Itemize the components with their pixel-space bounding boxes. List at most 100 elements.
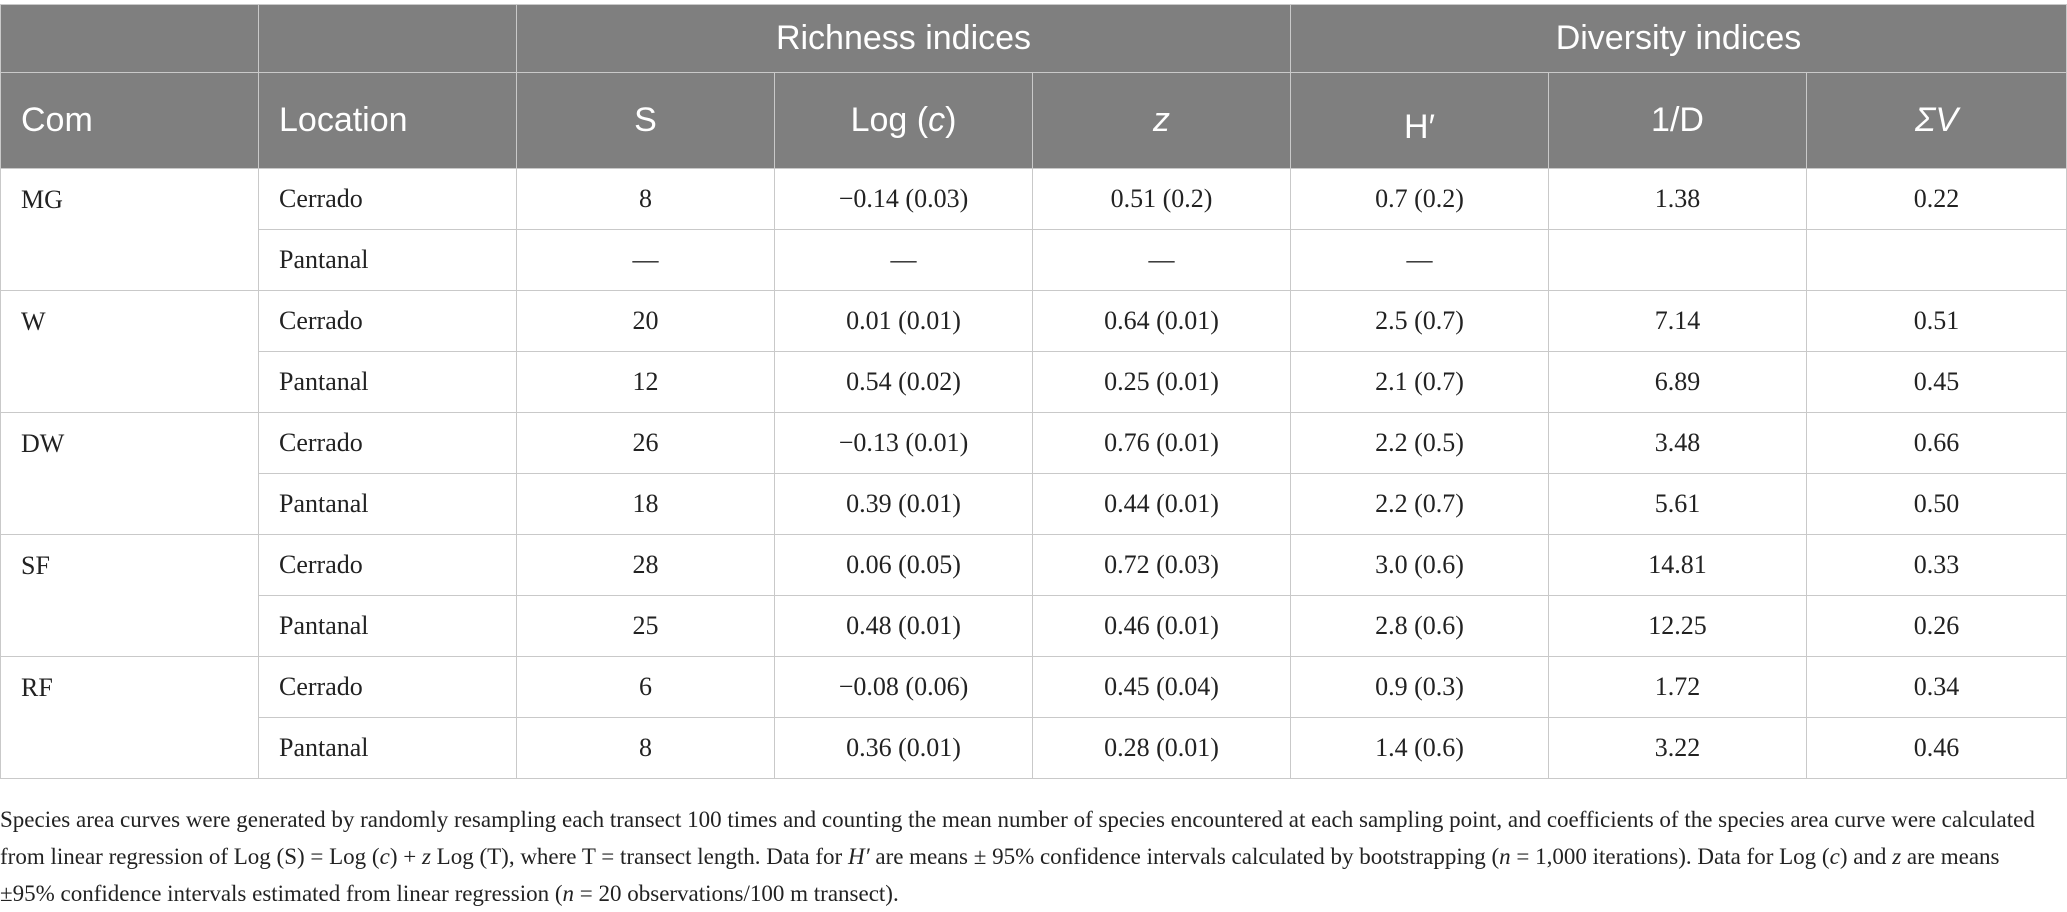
cell-inverse-d: 7.14 [1548,290,1807,352]
cell-z: — [1032,229,1291,291]
group-header-row: Richness indices Diversity indices [0,4,2067,73]
cell-location: Cerrado [258,534,517,596]
cell-h-prime: — [1290,229,1549,291]
cell-z: 0.72 (0.03) [1032,534,1291,596]
cell-log-c: 0.54 (0.02) [774,351,1033,413]
footnote-run: n [1499,844,1511,869]
cell-location: Cerrado [258,656,517,718]
cell-com: MG [0,168,259,291]
column-header-h-prime: H′ [1290,72,1549,169]
column-header-sigma-v-text: ΣV [1914,101,1959,139]
table-container: Richness indices Diversity indices Com L… [0,4,2067,779]
cell-log-c: 0.48 (0.01) [774,595,1033,657]
cell-s: 20 [516,290,775,352]
cell-z: 0.46 (0.01) [1032,595,1291,657]
cell-location: Cerrado [258,290,517,352]
column-header-inverse-d: 1/D [1548,72,1807,169]
table-row: MG Cerrado 8 −0.14 (0.03) 0.51 (0.2) 0.7… [0,168,2067,291]
footnote-run: c [1829,844,1840,869]
cell-inverse-d: 3.48 [1548,412,1807,474]
cell-inverse-d: 6.89 [1548,351,1807,413]
footnote-run: z [421,844,431,869]
footnote-run: ) + [389,844,422,869]
cell-inverse-d: 5.61 [1548,473,1807,535]
cell-s: — [516,229,775,291]
cell-log-c: 0.39 (0.01) [774,473,1033,535]
footnote-run: are means ± 95% confidence intervals cal… [869,844,1500,869]
cell-sigma-v: 0.45 [1805,351,2067,413]
cell-inverse-d: 14.81 [1548,534,1807,596]
column-header-location: Location [258,72,517,169]
cell-s: 28 [516,534,775,596]
cell-inverse-d: 1.72 [1548,656,1807,718]
table-row: Pantanal 12 0.54 (0.02) 0.25 (0.01) 2.1 … [1,351,2067,413]
cell-s: 12 [516,351,775,413]
cell-h-prime: 0.7 (0.2) [1290,168,1549,230]
cell-h-prime: 2.5 (0.7) [1290,290,1549,352]
cell-sigma-v: 0.66 [1805,412,2067,474]
cell-inverse-d [1548,229,1807,291]
cell-location: Cerrado [258,168,517,230]
column-header-com: Com [0,72,259,169]
table-row: Pantanal 18 0.39 (0.01) 0.44 (0.01) 2.2 … [1,473,2067,535]
table-row: SF Cerrado 28 0.06 (0.05) 0.72 (0.03) 3.… [0,534,2067,657]
cell-log-c: 0.06 (0.05) [774,534,1033,596]
footnote-run: ) and [1839,844,1893,869]
column-header-sigma-v: ΣV [1805,72,2067,169]
cell-location: Pantanal [258,595,517,657]
table-row: DW Cerrado 26 −0.13 (0.01) 0.76 (0.01) 2… [0,412,2067,535]
cell-log-c: −0.14 (0.03) [774,168,1033,230]
cell-h-prime: 2.1 (0.7) [1290,351,1549,413]
cell-s: 8 [516,168,775,230]
group-header-diversity: Diversity indices [1289,4,2067,73]
cell-location: Cerrado [258,412,517,474]
group-header-empty-2 [258,4,517,73]
cell-z: 0.45 (0.04) [1032,656,1291,718]
cell-s: 6 [516,656,775,718]
cell-sigma-v: 0.50 [1805,473,2067,535]
cell-sigma-v: 0.26 [1805,595,2067,657]
footnote-run: H′ [847,844,870,869]
column-header-log-c: Log (c) [774,72,1033,169]
table-body: MG Cerrado 8 −0.14 (0.03) 0.51 (0.2) 0.7… [0,168,2067,779]
cell-log-c: 0.01 (0.01) [774,290,1033,352]
cell-log-c: 0.36 (0.01) [774,717,1033,779]
cell-z: 0.28 (0.01) [1032,717,1291,779]
group-header-empty-1 [0,4,259,73]
cell-com: SF [0,534,259,657]
cell-z: 0.25 (0.01) [1032,351,1291,413]
footnote-run: Species area curves were generated by ra… [0,807,2035,869]
cell-location: Pantanal [258,473,517,535]
footnote-run: z [1892,844,1902,869]
footnote-run: = 20 observations/100 m transect). [574,881,899,906]
cell-h-prime: 1.4 (0.6) [1290,717,1549,779]
cell-z: 0.44 (0.01) [1032,473,1291,535]
cell-s: 8 [516,717,775,779]
cell-log-c: −0.08 (0.06) [774,656,1033,718]
group-header-richness: Richness indices [516,4,1291,73]
cell-log-c: — [774,229,1033,291]
cell-h-prime: 2.8 (0.6) [1290,595,1549,657]
cell-s: 26 [516,412,775,474]
cell-location: Pantanal [258,351,517,413]
cell-sigma-v: 0.22 [1805,168,2067,230]
cell-location: Pantanal [258,717,517,779]
column-header-z: z [1032,72,1291,169]
cell-sigma-v: 0.34 [1805,656,2067,718]
cell-com: W [0,290,259,413]
table-row: RF Cerrado 6 −0.08 (0.06) 0.45 (0.04) 0.… [0,656,2067,779]
table-row: W Cerrado 20 0.01 (0.01) 0.64 (0.01) 2.5… [0,290,2067,413]
footnote-run: Log (T), where T = transect length. Data… [430,844,848,869]
cell-h-prime: 0.9 (0.3) [1290,656,1549,718]
footnote-run: = 1,000 iterations). Data for Log ( [1510,844,1830,869]
cell-s: 18 [516,473,775,535]
cell-inverse-d: 1.38 [1548,168,1807,230]
cell-com: DW [0,412,259,535]
table-row: Pantanal 8 0.36 (0.01) 0.28 (0.01) 1.4 (… [1,717,2067,779]
footnote-run: n [562,881,575,906]
cell-sigma-v: 0.51 [1805,290,2067,352]
cell-s: 25 [516,595,775,657]
table-row: Pantanal 25 0.48 (0.01) 0.46 (0.01) 2.8 … [1,595,2067,657]
cell-h-prime: 2.2 (0.7) [1290,473,1549,535]
cell-h-prime: 2.2 (0.5) [1290,412,1549,474]
